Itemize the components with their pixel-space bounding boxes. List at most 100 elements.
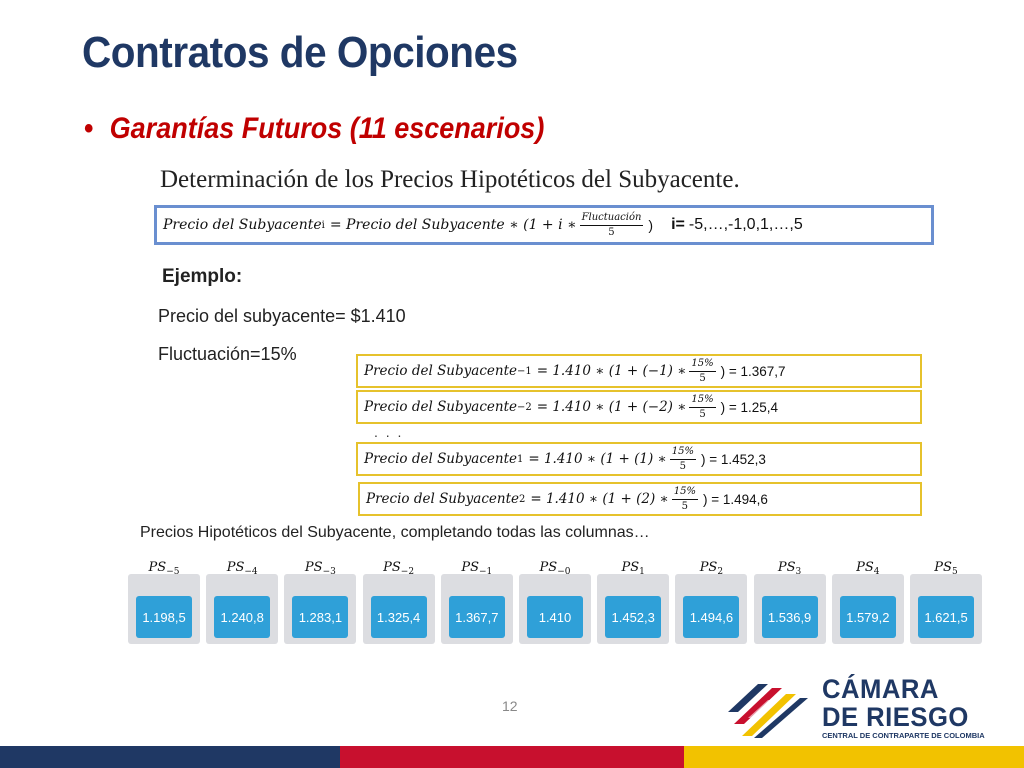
example-row-result: ) = 1.494,6 [702, 491, 768, 507]
ps-value: 1.579,2 [839, 596, 896, 638]
ps-label: PS4 [832, 560, 904, 577]
formula-frac-den: 5 [608, 226, 615, 238]
bullet-heading: • Garantías Futuros (11 escenarios) [84, 112, 544, 146]
example-row-4: Precio del Subyacente 2 = 1.410 ∗ (1 + (2… [358, 482, 922, 516]
example-row-sub: −1 [516, 365, 532, 377]
frac-den: 5 [679, 460, 687, 472]
logo: CÁMARA DE RIESGO CENTRAL DE CONTRAPARTE … [724, 672, 994, 742]
ps-value: 1.452,3 [605, 596, 662, 638]
ps-sub: −0 [557, 567, 571, 577]
subtitle: Determinación de los Precios Hipotéticos… [160, 166, 740, 193]
frac-den: 5 [699, 372, 706, 384]
ps-value: 1.536,9 [761, 596, 818, 638]
ps-label: PS−4 [206, 560, 278, 577]
example-row-expr: = 1.410 ∗ (1 + (−1) ∗ [536, 363, 687, 379]
ps-value: 1.325,4 [370, 596, 427, 638]
ps-label: PS−1 [441, 560, 513, 577]
ps-label: PS−5 [128, 560, 200, 577]
frac-num: 15% [689, 394, 716, 408]
example-row-result: ) = 1.367,7 [720, 363, 786, 379]
frac-num: 15% [669, 446, 696, 460]
example-row-label: Precio del Subyacente [366, 491, 519, 507]
ps-value: 1.621,5 [918, 596, 974, 638]
footer-bar-yellow [684, 746, 1024, 768]
ps-sub: 2 [717, 567, 724, 577]
example-row-sub: 1 [516, 453, 524, 465]
example-row-result: ) = 1.25,4 [720, 399, 779, 415]
frac-den: 5 [699, 408, 706, 420]
ps-sub: −1 [478, 567, 493, 577]
footer-bar-red [340, 746, 684, 768]
ps-prefix: PS [777, 560, 796, 575]
frac-num: 15% [689, 358, 716, 372]
slide-title: Contratos de Opciones [82, 28, 518, 77]
example-row-fraction: 15% 5 [671, 486, 698, 512]
example-fluctuation: Fluctuación=15% [158, 344, 297, 364]
ps-sub: 3 [795, 567, 802, 577]
example-row-fraction: 15% 5 [689, 394, 716, 420]
ps-value: 1.494,6 [683, 596, 740, 638]
ps-sub: 4 [873, 567, 880, 577]
ps-label: PS3 [754, 560, 826, 577]
bullet-dot: • [84, 112, 94, 145]
ps-prefix: PS [383, 560, 401, 575]
example-row-3: Precio del Subyacente 1 = 1.410 ∗ (1 + (1… [356, 442, 922, 476]
example-heading: Ejemplo: [162, 266, 243, 287]
ps-value: 1.367,7 [448, 596, 505, 638]
example-row-2: Precio del Subyacente −2 = 1.410 ∗ (1 + (… [356, 390, 922, 424]
bullet-text: Garantías Futuros (11 escenarios) [109, 112, 545, 145]
ps-sub: −4 [244, 567, 258, 577]
ps-prefix: PS [934, 560, 952, 575]
ps-label: PS2 [675, 560, 747, 577]
formula-box: Precio del Subyacente i = Precio del Suby… [154, 205, 934, 245]
ps-sub: 5 [951, 567, 958, 577]
formula-close: ) [648, 217, 654, 233]
ps-sub: −2 [400, 567, 415, 577]
caption: Precios Hipotéticos del Subyacente, comp… [140, 524, 650, 541]
example-row-1: Precio del Subyacente −1 = 1.410 ∗ (1 + (… [356, 354, 922, 388]
logo-line1: CÁMARA [822, 674, 939, 704]
example-row-sub: −2 [516, 401, 532, 413]
ps-prefix: PS [226, 560, 245, 575]
ps-label: PS1 [597, 560, 669, 577]
ps-prefix: PS [856, 560, 874, 575]
formula-frac-num: Fluctuación [579, 212, 644, 226]
ps-prefix: PS [148, 560, 167, 575]
example-row-result: ) = 1.452,3 [700, 451, 766, 467]
logo-line2: DE RIESGO [822, 702, 969, 732]
example-row-expr: = 1.410 ∗ (1 + (1) ∗ [528, 451, 667, 467]
ps-prefix: PS [699, 560, 718, 575]
ps-label: PS−0 [519, 560, 591, 577]
ps-value: 1.198,5 [136, 596, 192, 638]
formula-lhs: Precio del Subyacente [163, 217, 322, 233]
footer-bar-navy [0, 746, 340, 768]
logo-mark-icon [728, 684, 808, 738]
frac-num: 15% [671, 486, 698, 500]
ps-prefix: PS [621, 560, 640, 575]
ps-label: PS5 [910, 560, 982, 577]
formula-i-label: i= [671, 216, 685, 233]
logo-tagline: CENTRAL DE CONTRAPARTE DE COLOMBIA [822, 731, 985, 740]
formula-lhs-sub: i [321, 219, 325, 231]
example-row-sub: 2 [518, 493, 526, 505]
formula-i-range: -5,…,-1,0,1,…,5 [688, 216, 803, 233]
formula-fraction: Fluctuación 5 [579, 212, 644, 238]
ps-value: 1.283,1 [292, 596, 349, 638]
ps-prefix: PS [304, 560, 323, 575]
ps-label: PS−2 [363, 560, 435, 577]
example-row-fraction: 15% 5 [669, 446, 696, 472]
ps-sub: −5 [166, 567, 180, 577]
example-row-expr: = 1.410 ∗ (1 + (2) ∗ [530, 491, 669, 507]
example-row-label: Precio del Subyacente [364, 363, 517, 379]
example-price: Precio del subyacente= $1.410 [158, 306, 406, 326]
ps-sub: 1 [639, 567, 645, 577]
ellipsis: . . . [374, 424, 404, 440]
example-row-label: Precio del Subyacente [364, 451, 517, 467]
ps-row: PS−5 1.198,5 PS−4 1.240,8 PS−3 1.283,1 PS−2 1.3… [128, 560, 984, 644]
ps-sub: −3 [322, 567, 336, 577]
example-row-label: Precio del Subyacente [364, 399, 517, 415]
ps-value: 1.240,8 [214, 596, 271, 638]
frac-den: 5 [681, 500, 689, 512]
ps-prefix: PS [539, 560, 558, 575]
ps-label: PS−3 [284, 560, 356, 577]
